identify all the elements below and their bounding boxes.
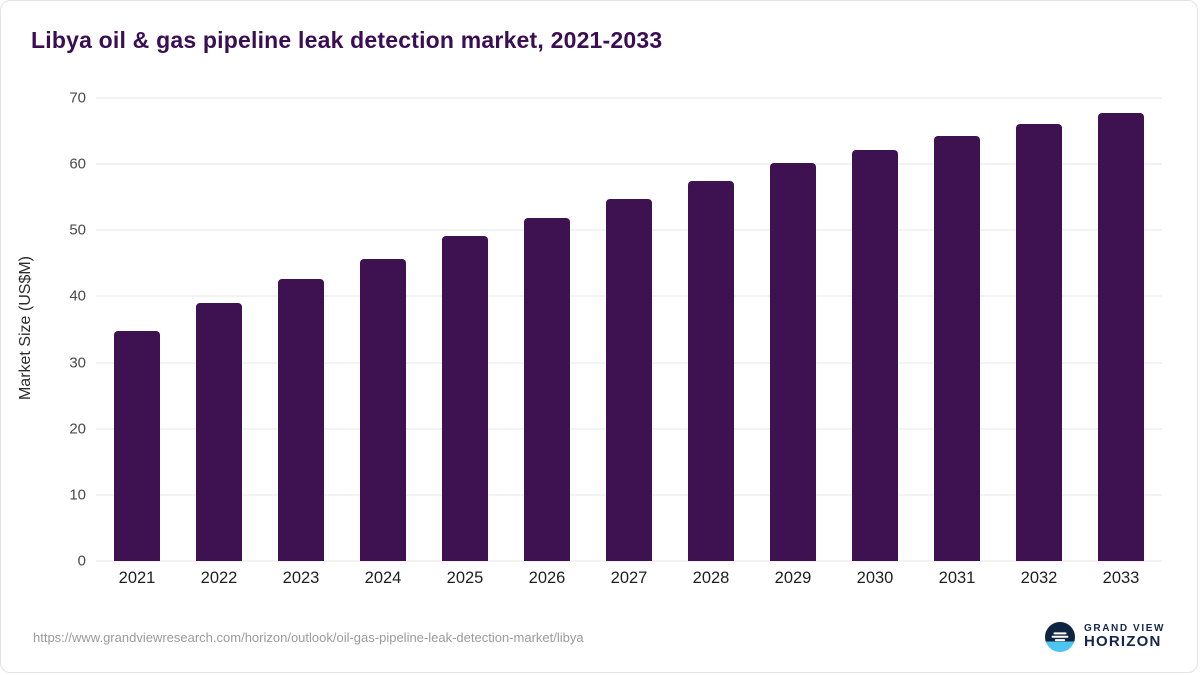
x-tick-label: 2032	[1020, 569, 1058, 587]
gridline	[96, 560, 1162, 562]
brand-logo-text: GRAND VIEW HORIZON	[1084, 623, 1165, 651]
bar-cell	[260, 98, 342, 561]
bar-cell	[670, 98, 752, 561]
chart-title: Libya oil & gas pipeline leak detection …	[31, 27, 663, 53]
brand-logo: GRAND VIEW HORIZON	[1045, 622, 1165, 652]
y-tick-label: 30	[69, 354, 86, 372]
y-tick-label: 70	[69, 89, 86, 107]
brand-name-top: GRAND VIEW	[1084, 623, 1165, 635]
x-tick-label: 2024	[364, 569, 402, 587]
bar-cell	[998, 98, 1080, 561]
y-tick-label: 40	[69, 287, 86, 305]
bar-cell	[916, 98, 998, 561]
brand-name-bottom: HORIZON	[1084, 633, 1162, 651]
bar-2025[interactable]	[442, 235, 488, 561]
x-tick-label: 2029	[774, 569, 812, 587]
x-tick-label: 2028	[692, 569, 730, 587]
bar-2031[interactable]	[934, 135, 980, 561]
y-tick-label: 10	[69, 486, 86, 504]
bar-2028[interactable]	[688, 181, 734, 561]
bar-cell	[342, 98, 424, 561]
bar-2029[interactable]	[770, 163, 816, 561]
bar-2027[interactable]	[606, 198, 652, 561]
y-tick-label: 50	[69, 221, 86, 239]
bar-2023[interactable]	[278, 279, 324, 561]
bar-2033[interactable]	[1098, 113, 1144, 561]
plot-area: 0 10 20 30 40 50 60 70	[69, 90, 1162, 570]
bar-cell	[506, 98, 588, 561]
y-tick-label: 0	[77, 552, 86, 570]
bar-cell	[178, 98, 260, 561]
bar-cell	[1080, 98, 1162, 561]
y-tick-label: 60	[69, 155, 86, 173]
bar-2024[interactable]	[360, 259, 406, 561]
x-tick-label: 2023	[282, 569, 320, 587]
x-tick-label: 2030	[856, 569, 894, 587]
bars-group	[96, 98, 1162, 561]
y-axis-label: Market Size (US$M)	[17, 255, 34, 401]
x-tick-label: 2027	[610, 569, 648, 587]
horizon-sun-icon	[1045, 622, 1075, 652]
bar-2026[interactable]	[524, 218, 570, 561]
bar-2022[interactable]	[196, 303, 242, 561]
x-tick-label: 2025	[446, 569, 484, 587]
source-url: https://www.grandviewresearch.com/horizo…	[33, 629, 584, 645]
x-tick-label: 2022	[200, 569, 238, 587]
gridline	[96, 97, 1162, 99]
bar-cell	[96, 98, 178, 561]
gridline	[96, 163, 1162, 165]
x-tick-label: 2033	[1102, 569, 1140, 587]
x-tick-label: 2031	[938, 569, 976, 587]
bar-cell	[588, 98, 670, 561]
bar-cell	[834, 98, 916, 561]
x-tick-label: 2021	[118, 569, 156, 587]
x-tick-label: 2026	[528, 569, 566, 587]
footer: https://www.grandviewresearch.com/horizo…	[33, 622, 1165, 652]
bar-2032[interactable]	[1016, 123, 1062, 561]
y-tick-label: 20	[69, 420, 86, 438]
x-axis-labels: 2021 2022 2023 2024 2025 2026 2027 2028 2029 2030…	[96, 569, 1162, 588]
bar-2030[interactable]	[852, 149, 898, 561]
bar-cell	[752, 98, 834, 561]
bar-2021[interactable]	[114, 330, 160, 561]
bar-cell	[424, 98, 506, 561]
